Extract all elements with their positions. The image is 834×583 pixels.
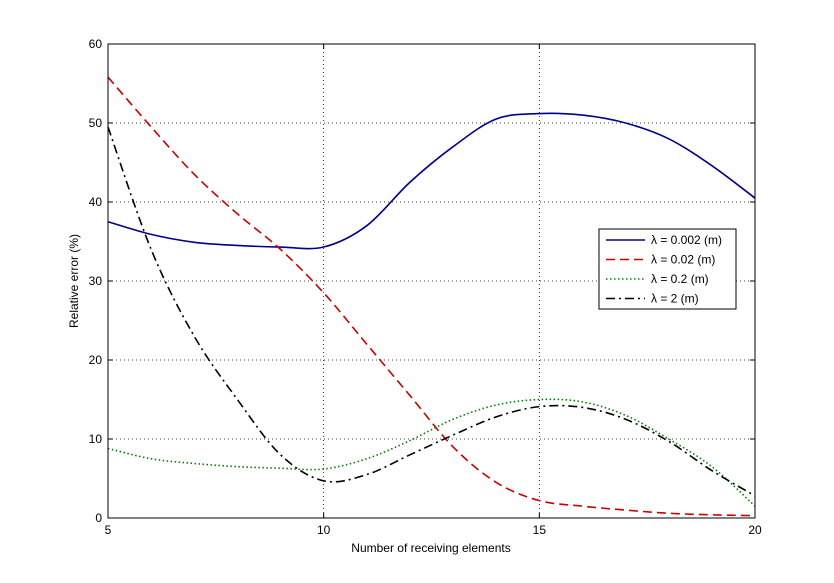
y-tick-label: 20 [89,353,103,367]
legend-box [598,228,737,310]
x-tick-label: 20 [748,523,762,537]
x-tick-label: 10 [317,523,331,537]
x-tick-label: 5 [105,523,112,537]
legend-label: λ = 0.02 (m) [651,253,715,267]
y-tick-label: 30 [89,274,103,288]
x-tick-label: 15 [533,523,547,537]
grid [108,44,755,518]
series-line-4 [107,126,756,497]
y-tick-label: 0 [95,511,102,525]
legend: λ = 0.002 (m) λ = 0.02 (m) λ = 0.2 (m) λ = … [598,228,737,310]
legend-label: λ = 0.002 (m) [651,233,722,247]
legend-label: λ = 0.2 (m) [651,272,709,286]
x-axis-label: Number of receiving elements [351,541,510,555]
series-line-3 [107,398,756,507]
y-tick-label: 40 [89,195,103,209]
series-layer [107,76,756,517]
series-line-1 [107,112,756,250]
y-axis-label: Relative error (%) [67,234,81,328]
y-tick-label: 10 [89,432,103,446]
ticks: 5 10 15 20 0 10 20 30 40 50 60 [89,37,762,537]
legend-label: λ = 2 (m) [651,292,699,306]
y-tick-label: 60 [89,37,103,51]
y-tick-label: 50 [89,116,103,130]
